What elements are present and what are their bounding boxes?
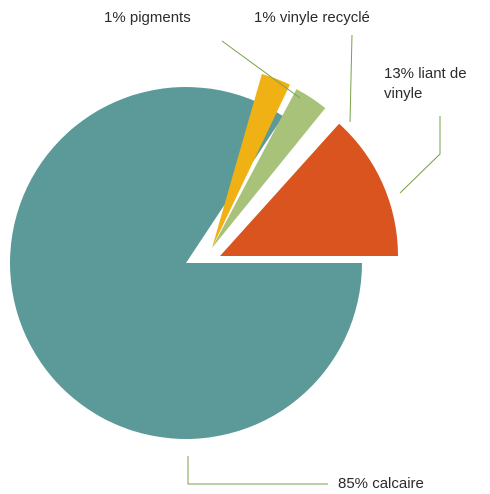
label-calcaire: 85% calcaire [338,475,424,492]
label-liant-de-vinyle: 13% liant de vinyle [384,65,467,102]
label-vinyle-recycle: 1% vinyle recyclé [254,9,370,26]
slice-calcaire [10,87,362,440]
leader-line-pigments [221,40,301,99]
slice-liant-de-vinyle [220,123,398,256]
leader-line-calcaire [187,456,328,485]
leader-line-vinyle-recycle [349,34,353,123]
slice-pigments [212,74,290,248]
leader-line-liant-de-vinyle [399,116,441,194]
slice-vinyle-recycle [212,89,326,248]
label-pigments: 1% pigments [104,9,191,26]
